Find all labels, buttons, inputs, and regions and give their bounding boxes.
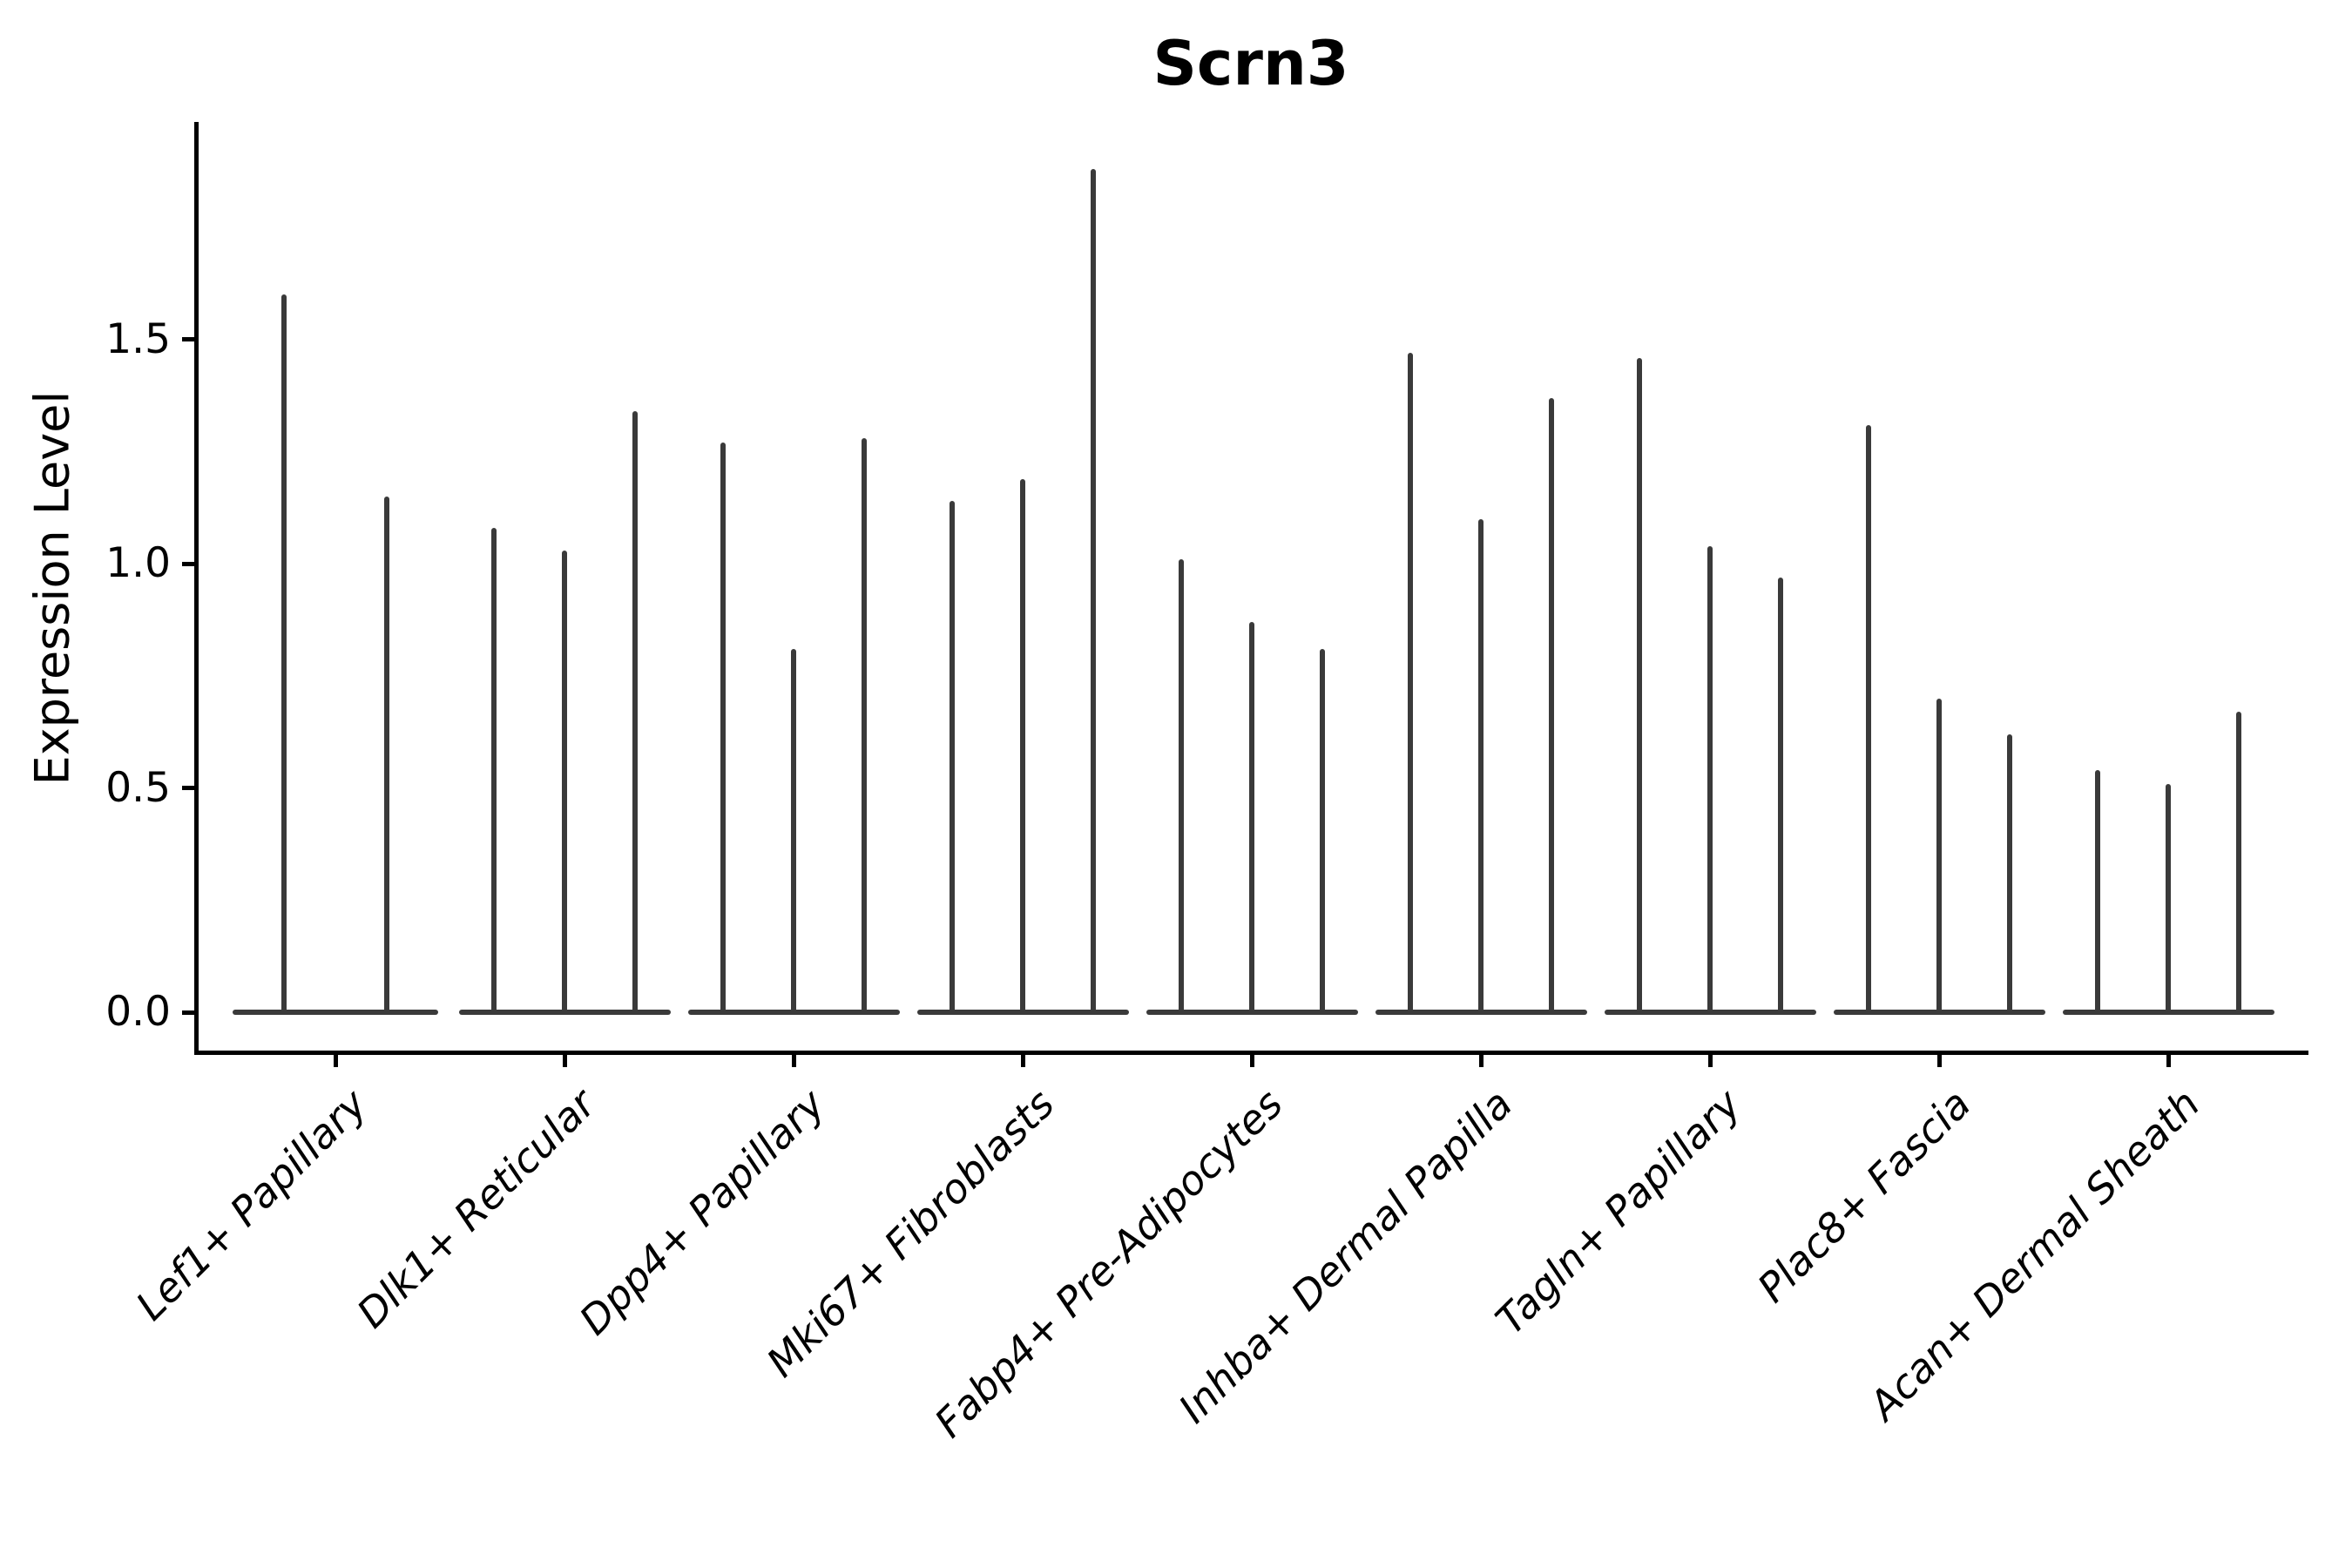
violin-spike xyxy=(1320,649,1325,1012)
violin-spike xyxy=(1778,577,1783,1012)
violin-group-baseline xyxy=(1833,1010,2045,1015)
violin-spike xyxy=(791,649,796,1012)
x-tick-label: Lef1+ Papillary xyxy=(126,1080,376,1329)
violin-group-baseline xyxy=(1604,1010,1816,1015)
x-tick xyxy=(1936,1055,1942,1067)
violin-spike xyxy=(491,528,497,1012)
violin-spike xyxy=(1936,698,1942,1012)
violin-spike xyxy=(862,438,867,1012)
x-tick-label: Dpp4+ Papillary xyxy=(570,1080,835,1344)
x-tick-label: Plac8+ Fascia xyxy=(1747,1080,1980,1312)
violin-spike xyxy=(1249,622,1254,1012)
violin-spike xyxy=(2236,712,2241,1012)
violin-spike xyxy=(1020,478,1025,1012)
x-tick xyxy=(1249,1055,1254,1067)
violin-spike xyxy=(1091,169,1096,1012)
violin-group-baseline xyxy=(687,1010,900,1015)
y-tick xyxy=(182,1010,194,1015)
violin-spike xyxy=(1179,559,1184,1012)
x-tick xyxy=(333,1055,338,1067)
x-tick-label: Dlk1+ Reticular xyxy=(348,1080,605,1337)
y-tick xyxy=(182,337,194,342)
violin-group-baseline xyxy=(2062,1010,2274,1015)
violin-spike xyxy=(1707,545,1713,1012)
violin-group-baseline xyxy=(916,1010,1129,1015)
y-tick-label: 0.0 xyxy=(105,988,171,1036)
violin-spike xyxy=(1408,353,1413,1012)
chart-title: Scrn3 xyxy=(1152,28,1349,99)
violin-spike xyxy=(1478,518,1484,1012)
y-tick-label: 1.5 xyxy=(105,314,171,363)
violin-spike xyxy=(2095,770,2100,1012)
violin-spike xyxy=(950,501,955,1012)
violin-spike xyxy=(1549,397,1554,1012)
violin-spike xyxy=(2166,783,2171,1012)
violin-spike xyxy=(2007,733,2012,1012)
violin-spike xyxy=(384,497,389,1012)
x-tick xyxy=(1020,1055,1025,1067)
x-tick xyxy=(1707,1055,1713,1067)
violin-spike xyxy=(720,443,726,1012)
violin-spike xyxy=(1866,424,1871,1012)
x-tick-label: Tagln+ Papillary xyxy=(1486,1080,1751,1344)
violin-spike xyxy=(1637,357,1642,1012)
violin-group-baseline xyxy=(233,1010,438,1015)
violin-spike xyxy=(632,411,638,1012)
y-tick xyxy=(182,561,194,566)
x-tick xyxy=(1478,1055,1484,1067)
x-axis-spine xyxy=(194,1051,2308,1055)
violin-spike xyxy=(281,294,287,1012)
y-tick-label: 1.0 xyxy=(105,539,171,588)
x-tick xyxy=(2166,1055,2171,1067)
violin-spike xyxy=(562,550,567,1012)
y-tick xyxy=(182,786,194,791)
y-tick-label: 0.5 xyxy=(105,763,171,812)
y-axis-spine xyxy=(194,122,199,1055)
violin-group-baseline xyxy=(458,1010,671,1015)
x-tick xyxy=(562,1055,567,1067)
violin-group-baseline xyxy=(1375,1010,1587,1015)
x-tick xyxy=(791,1055,796,1067)
violin-group-baseline xyxy=(1146,1010,1358,1015)
